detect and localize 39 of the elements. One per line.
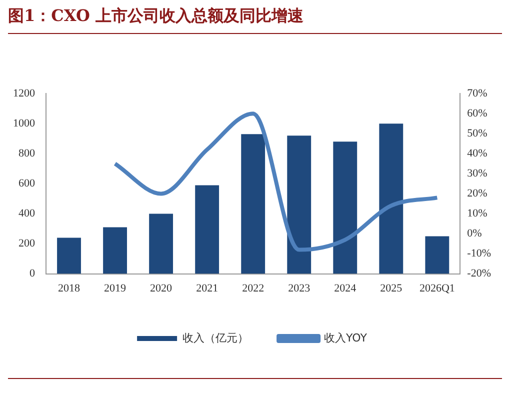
bar: [57, 238, 81, 274]
legend-label: 收入（亿元）: [182, 331, 249, 344]
y2-tick-label: -10%: [467, 248, 491, 260]
x-tick-label: 2018: [58, 282, 81, 294]
x-tick-label: 2022: [242, 282, 264, 294]
y2-tick-label: 20%: [467, 188, 488, 200]
y2-tick-label: 10%: [467, 208, 488, 220]
x-tick-label: 2019: [104, 282, 127, 294]
x-tick-label: 2021: [196, 282, 218, 294]
bar: [103, 227, 127, 274]
line-series: [113, 112, 440, 252]
chart-title: 图1：CXO 上市公司收入总额及同比增速: [8, 6, 502, 34]
y2-tick-label: 70%: [467, 87, 488, 100]
y2-tick-label: -20%: [467, 268, 491, 280]
x-tick-label: 2025: [380, 282, 403, 294]
bar: [195, 185, 220, 274]
x-tick-label: 2023: [288, 282, 311, 294]
y2-tick-label: 60%: [467, 108, 488, 120]
bar: [241, 134, 266, 274]
y2-tick-label: 30%: [467, 168, 488, 180]
x-tick-label: 2026Q1: [419, 282, 455, 294]
legend-label: 收入YOY: [324, 331, 368, 344]
bar: [149, 214, 174, 274]
bar: [379, 124, 404, 274]
y-tick-label: 1000: [13, 118, 36, 130]
x-tick-label: 2020: [150, 282, 173, 294]
y-tick-label: 1200: [13, 87, 36, 100]
y-tick-label: 800: [18, 148, 36, 160]
bar: [425, 236, 450, 274]
y-tick-label: 200: [18, 238, 36, 250]
y2-tick-label: 40%: [467, 148, 488, 160]
y2-tick-label: 0%: [467, 228, 482, 240]
y2-tick-label: 50%: [467, 128, 488, 140]
y-tick-label: 400: [18, 208, 36, 220]
bar: [333, 142, 358, 274]
y-tick-label: 600: [18, 178, 36, 190]
x-tick-label: 2024: [334, 282, 357, 294]
bar: [287, 136, 312, 274]
y-tick-label: 0: [30, 268, 36, 280]
